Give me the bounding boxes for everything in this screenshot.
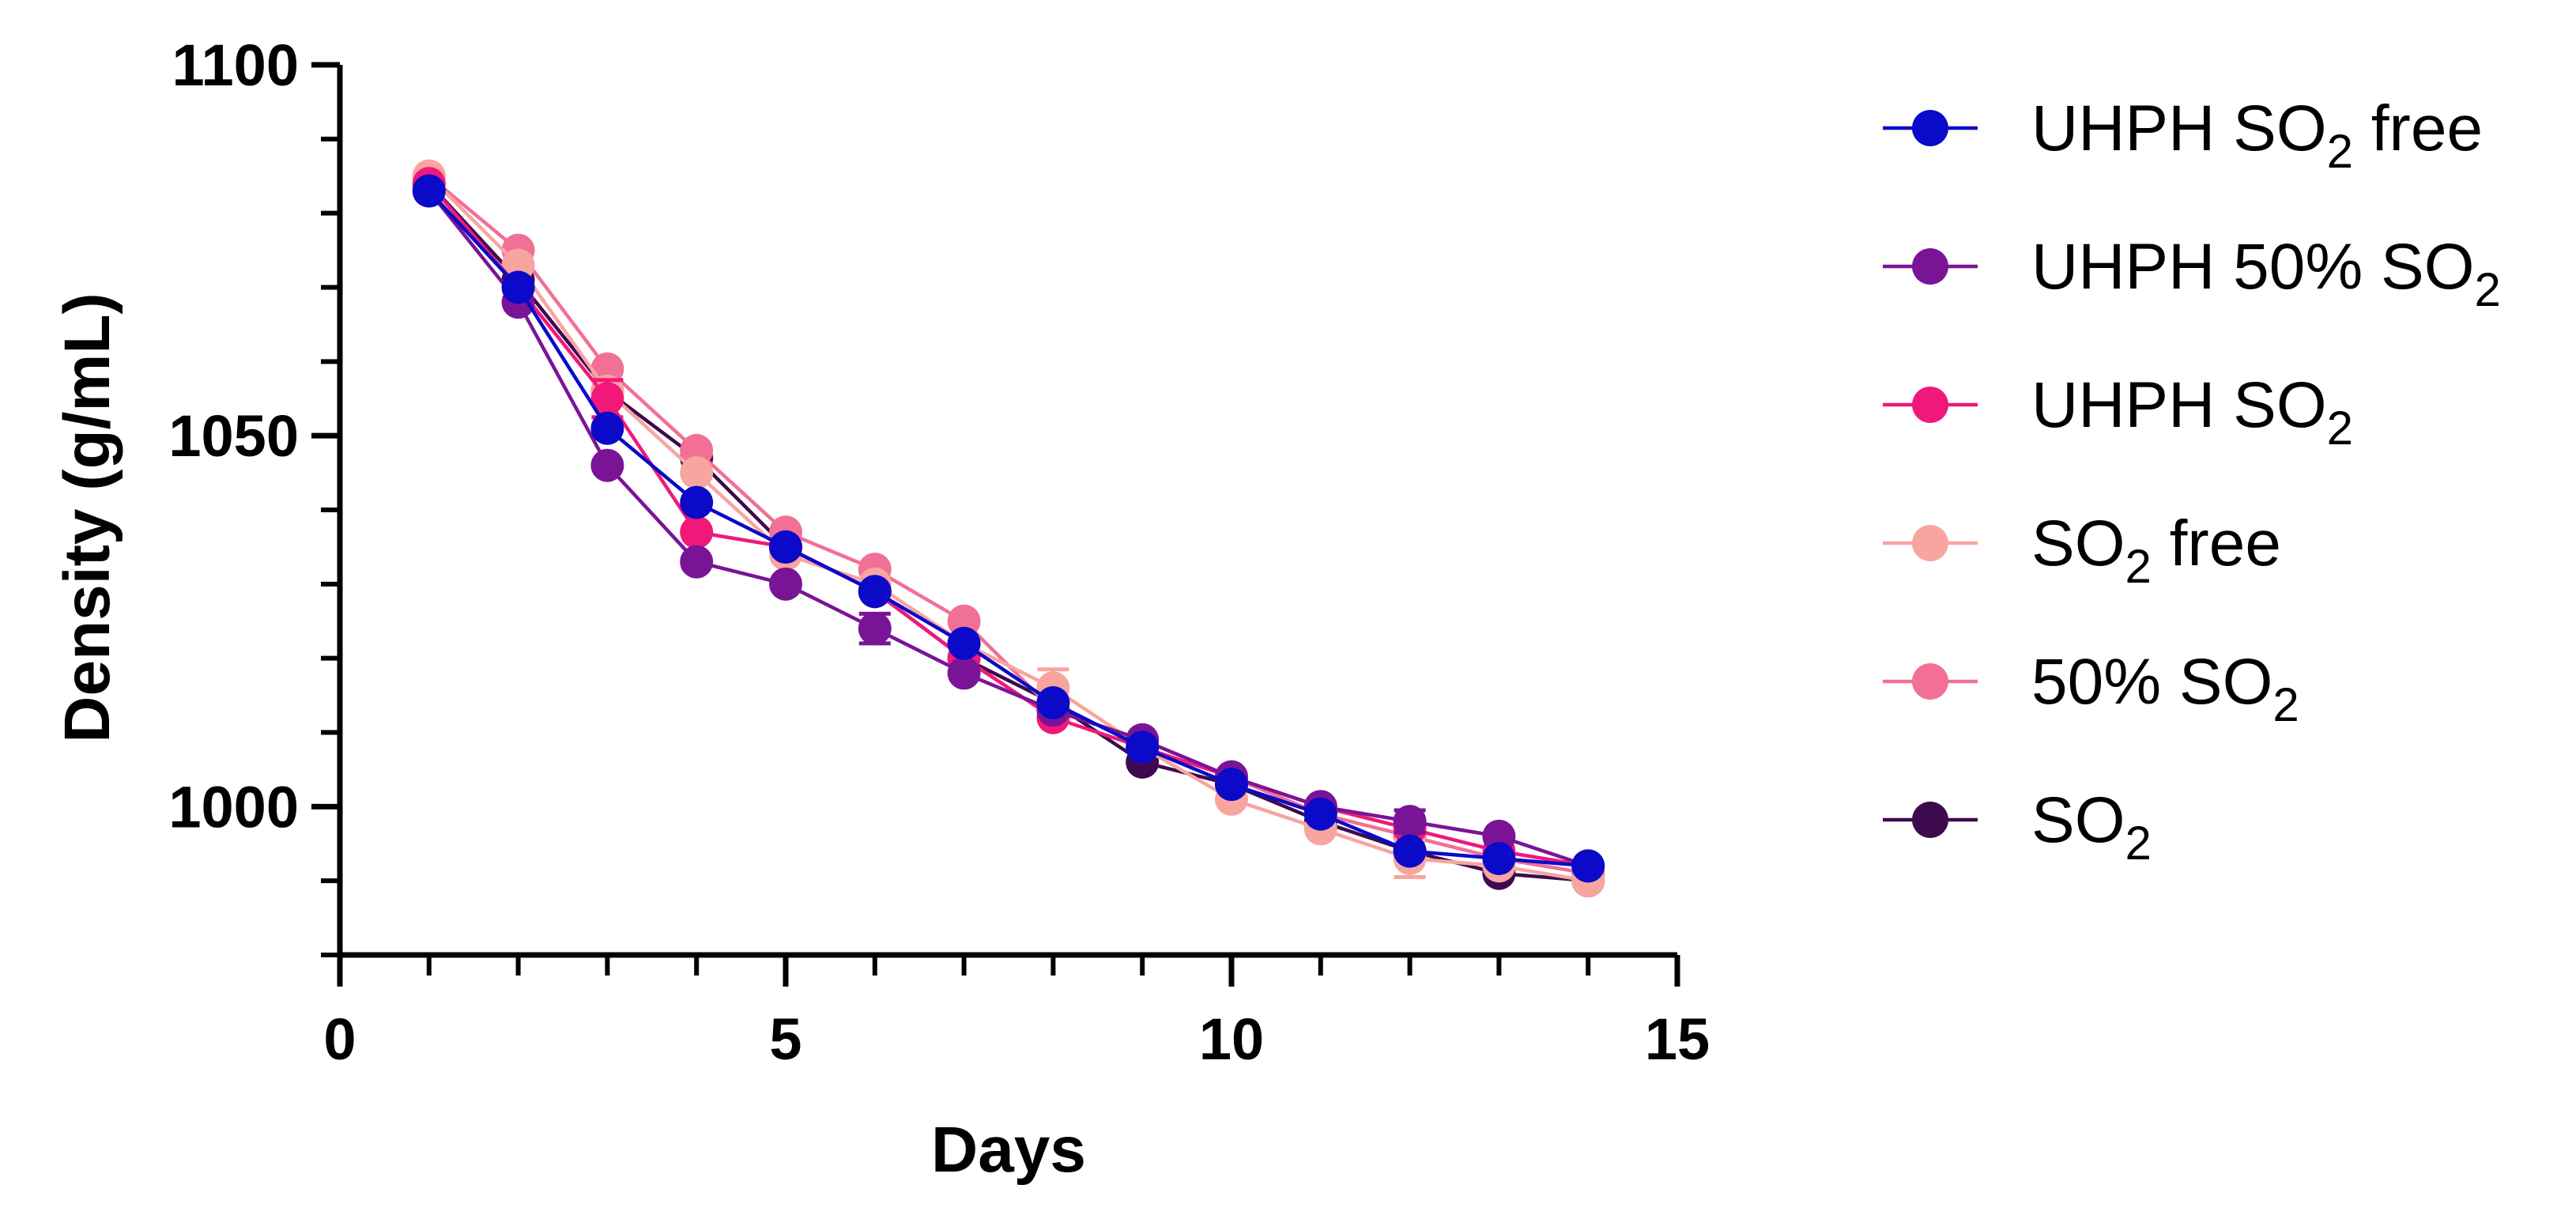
data-point (1571, 849, 1605, 883)
x-axis-title: Days (931, 1114, 1086, 1186)
data-point (1303, 797, 1337, 831)
legend-entry: SO2 free (1883, 508, 2281, 593)
legend-label-tail: free (2152, 508, 2281, 579)
legend-swatch-marker (1912, 802, 1948, 838)
legend-label: SO2 free (2031, 508, 2281, 593)
data-point (590, 411, 624, 445)
legend-label-main: UHPH 50% SO (2031, 231, 2475, 303)
legend-label-main: 50% SO (2031, 646, 2272, 718)
series-2 (412, 159, 1605, 898)
data-point (1126, 730, 1160, 764)
data-point (1393, 805, 1427, 839)
legend-label: SO2 (2031, 784, 2152, 870)
data-point (1393, 834, 1427, 868)
x-tick-label: 10 (1199, 1006, 1264, 1072)
data-point (858, 575, 892, 609)
data-point (858, 612, 892, 646)
legend-swatch-marker (1912, 387, 1948, 423)
legend-entry: UHPH 50% SO2 (1883, 231, 2501, 316)
legend-entry: UHPH SO2 free (1883, 92, 2483, 178)
y-tick-label: 1050 (168, 403, 299, 469)
legend-label-main: SO (2031, 784, 2125, 856)
legend-label-subscript: 2 (2327, 402, 2353, 455)
data-point (1215, 768, 1248, 802)
data-point (680, 456, 714, 490)
legend-label: UHPH SO2 free (2031, 92, 2483, 178)
x-tick-label: 5 (769, 1006, 801, 1072)
x-tick-label: 15 (1645, 1006, 1710, 1072)
series-5 (412, 174, 1605, 883)
data-point (680, 485, 714, 519)
legend-label-subscript: 2 (2125, 540, 2151, 593)
series-1 (412, 159, 1605, 890)
legend-swatch-marker (1912, 248, 1948, 285)
y-tick-label: 1100 (172, 32, 299, 98)
series-3 (412, 167, 1605, 883)
axes: 1000 1050 1100 0 5 10 15 (168, 32, 1710, 1072)
legend-label-main: UHPH SO (2031, 369, 2327, 441)
legend-label-subscript: 2 (2272, 678, 2299, 731)
legend-entry: SO2 (1883, 784, 2152, 870)
series-line (428, 182, 1589, 868)
y-axis-title: Density (g/mL) (51, 292, 123, 742)
legend-entry: UHPH SO2 (1883, 369, 2353, 455)
legend-label-main: UHPH SO (2031, 92, 2327, 164)
x-tick-label: 0 (323, 1006, 356, 1072)
series-line (428, 189, 1589, 868)
series-layer (412, 159, 1605, 898)
legend-swatch-marker (1912, 525, 1948, 561)
y-tick-label: 1000 (168, 774, 299, 840)
data-point (769, 567, 802, 601)
legend-label-main: SO (2031, 508, 2125, 579)
legend-label: 50% SO2 (2031, 646, 2299, 731)
legend-label: UHPH 50% SO2 (2031, 231, 2501, 316)
data-point (590, 448, 624, 482)
data-point (680, 515, 714, 549)
legend-label: UHPH SO2 (2031, 369, 2353, 455)
legend-entry: 50% SO2 (1883, 646, 2299, 731)
data-point (769, 530, 802, 564)
series-line (428, 190, 1589, 868)
series-line (428, 175, 1589, 883)
legend-label-subscript: 2 (2125, 817, 2151, 870)
legend-label-subscript: 2 (2475, 263, 2501, 316)
legend-swatch-marker (1912, 663, 1948, 700)
data-point (590, 382, 624, 416)
series-line (428, 175, 1589, 876)
data-point (947, 656, 981, 690)
data-point (412, 174, 446, 208)
data-point (680, 545, 714, 579)
legend-label-subscript: 2 (2327, 125, 2353, 178)
series-0 (412, 167, 1605, 898)
series-line (428, 182, 1589, 883)
series-4 (412, 174, 1605, 883)
data-point (501, 270, 535, 304)
data-point (1482, 842, 1516, 876)
data-point (1036, 685, 1070, 719)
legend-label-tail: free (2353, 92, 2483, 164)
legend-swatch-marker (1912, 110, 1948, 146)
data-point (947, 626, 981, 660)
